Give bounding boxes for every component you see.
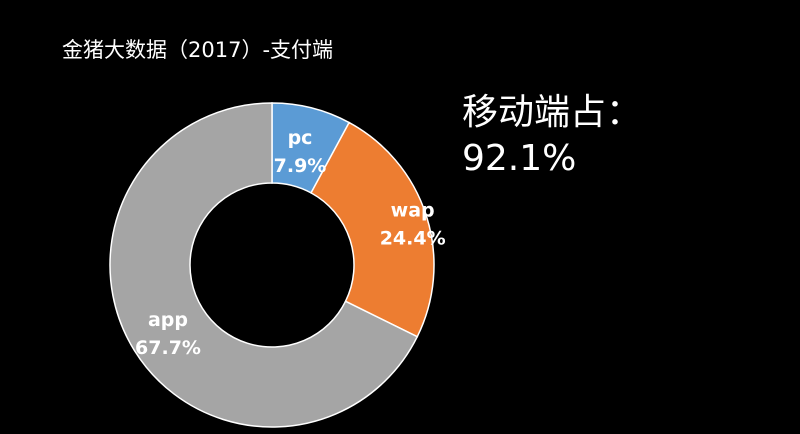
- slice-label-wap: wap: [391, 199, 435, 221]
- slice-value-app: 67.7%: [135, 337, 201, 359]
- slice-app: [109, 102, 419, 428]
- slice-value-pc: 7.9%: [274, 155, 327, 177]
- slice-value-wap: 24.4%: [380, 227, 446, 249]
- donut-labels: pc 7.9% wap 24.4% app 67.7%: [135, 127, 446, 359]
- chart-title: 金猪大数据（2017）-支付端: [62, 38, 334, 62]
- slice-label-pc: pc: [288, 127, 313, 149]
- mobile-share-value: 92.1%: [462, 138, 577, 179]
- slice-wap: [310, 121, 435, 338]
- mobile-share-note: 移动端占： 92.1%: [462, 90, 642, 182]
- slice-label-app: app: [148, 309, 188, 331]
- donut-slices: [109, 102, 435, 428]
- mobile-share-label: 移动端占：: [462, 92, 643, 133]
